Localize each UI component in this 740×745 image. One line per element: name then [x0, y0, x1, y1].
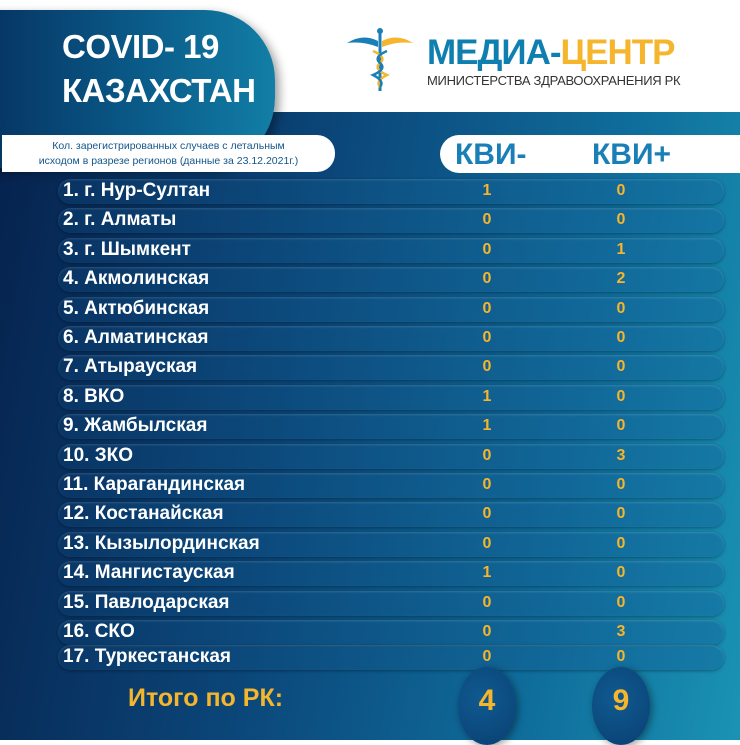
region-name: 7. Атырауская: [63, 356, 198, 378]
kvi-plus-value: 0: [616, 648, 626, 666]
region-name: 3. г. Шымкент: [63, 238, 191, 260]
region-name: 12. Костанайская: [63, 503, 224, 525]
table-row: 7. Атырауская 0 0: [58, 355, 724, 381]
brand-name: МЕДИА-ЦЕНТР: [427, 33, 676, 73]
region-name: 2. г. Алматы: [63, 209, 177, 231]
region-name: 6. Алматинская: [63, 327, 209, 348]
table-row: 6. Алматинская 0 0: [58, 326, 724, 351]
kvi-plus-value: 0: [616, 534, 626, 552]
kvi-minus-value: 1: [482, 387, 492, 405]
kvi-minus-value: 1: [482, 417, 492, 435]
caduceus-icon: [347, 28, 413, 91]
total-label: Итого по РК:: [128, 684, 284, 712]
table-row: 8. ВКО 1 0: [58, 384, 724, 410]
table-row: 14. Мангистауская 1 0: [58, 561, 724, 587]
kvi-plus-value: 0: [616, 564, 626, 582]
table-row: 13. Кызылординская 0 0: [58, 531, 724, 557]
table-row: 16. СКО 0 3: [58, 620, 724, 645]
table-row: 12. Костанайская 0 0: [58, 502, 724, 528]
kvi-minus-value: 0: [482, 505, 492, 523]
kvi-plus-value: 0: [616, 593, 626, 611]
kvi-minus-value: 0: [482, 476, 492, 493]
kvi-plus-value: 0: [616, 476, 626, 493]
table-row: 10. ЗКО 0 3: [58, 443, 724, 469]
region-name: 13. Кызылординская: [63, 532, 260, 554]
kvi-minus-value: 0: [482, 240, 492, 258]
table-row: 11. Карагандинская 0 0: [58, 473, 724, 498]
kvi-plus-value: 0: [616, 358, 626, 376]
table-row: 1. г. Нур-Султан 1 0: [58, 179, 724, 204]
table-row: 4. Акмолинская 0 2: [58, 267, 724, 293]
kvi-plus-value: 0: [616, 211, 626, 229]
brand-part1: МЕДИА-: [427, 33, 562, 72]
region-name: 11. Карагандинская: [63, 474, 246, 495]
region-name: 5. Актюбинская: [63, 297, 210, 319]
table-row: 3. г. Шымкент 0 1: [58, 237, 724, 263]
kvi-minus-value: 0: [482, 211, 492, 229]
kvi-minus-value: 0: [482, 299, 492, 317]
region-name: 10. ЗКО: [63, 444, 133, 466]
kvi-plus-value: 2: [616, 270, 626, 288]
title-line1: COVID- 19: [62, 28, 219, 65]
column-kvi-minus: КВИ-: [455, 138, 527, 171]
brand-subtitle: МИНИСТЕРСТВА ЗДРАВООХРАНЕНИЯ РК: [427, 73, 681, 88]
kvi-minus-value: 0: [482, 270, 492, 288]
kvi-minus-value: 0: [482, 593, 492, 611]
data-note: Кол. зарегистрированных случаев с леталь…: [2, 135, 335, 172]
kvi-plus-value: 0: [616, 417, 626, 435]
kvi-plus-value: 0: [616, 387, 626, 405]
kvi-plus-value: 0: [616, 299, 626, 317]
title-line2: КАЗАХСТАН: [62, 72, 256, 109]
column-kvi-plus: КВИ+: [592, 138, 672, 171]
total-kvi-plus: 9: [592, 667, 650, 745]
table-row: 2. г. Алматы 0 0: [58, 208, 724, 234]
region-name: 8. ВКО: [63, 385, 125, 407]
column-header: КВИ- КВИ+: [440, 135, 740, 173]
kvi-plus-value: 0: [616, 329, 626, 346]
kvi-minus-value: 1: [482, 182, 492, 199]
table-row: 9. Жамбылская 1 0: [58, 414, 724, 440]
kvi-minus-value: 0: [482, 358, 492, 376]
region-name: 16. СКО: [63, 621, 135, 642]
kvi-plus-value: 1: [616, 240, 626, 258]
note-line2: исходом в разрезе регионов (данные за 23…: [38, 155, 299, 167]
region-name: 14. Мангистауская: [63, 562, 235, 584]
kvi-minus-value: 0: [482, 648, 492, 666]
kvi-minus-value: 0: [482, 329, 492, 346]
table-row: 17. Туркестанская 0 0: [58, 645, 724, 671]
total-kvi-minus: 4: [458, 667, 516, 745]
kvi-plus-value: 0: [616, 182, 626, 199]
brand-part2: ЦЕНТР: [560, 33, 676, 72]
region-name: 4. Акмолинская: [63, 268, 210, 290]
kvi-plus-value: 0: [616, 505, 626, 523]
kvi-plus-value: 3: [616, 623, 626, 640]
table-row: 5. Актюбинская 0 0: [58, 296, 724, 322]
note-line1: Кол. зарегистрированных случаев с леталь…: [52, 140, 285, 152]
region-name: 1. г. Нур-Султан: [63, 180, 211, 201]
kvi-minus-value: 1: [482, 564, 492, 582]
kvi-minus-value: 0: [482, 446, 492, 464]
kvi-minus-value: 0: [482, 623, 492, 640]
region-name: 17. Туркестанская: [63, 646, 231, 668]
region-name: 15. Павлодарская: [63, 591, 230, 613]
kvi-minus-value: 0: [482, 534, 492, 552]
region-name: 9. Жамбылская: [63, 415, 208, 437]
table-row: 15. Павлодарская 0 0: [58, 590, 724, 616]
kvi-plus-value: 3: [616, 446, 626, 464]
